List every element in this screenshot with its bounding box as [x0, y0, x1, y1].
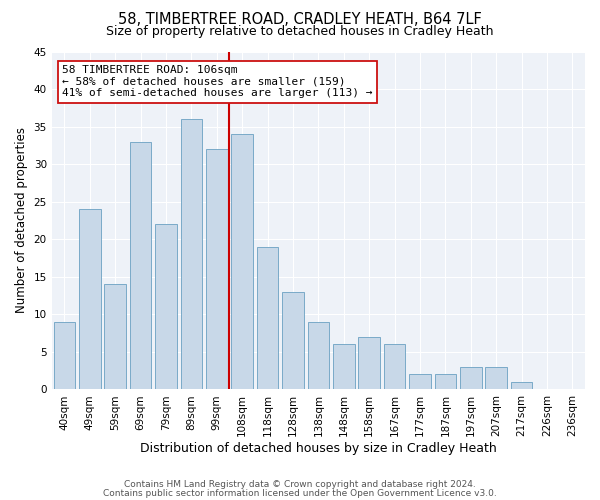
Bar: [232, 134, 253, 390]
Bar: [434, 374, 456, 390]
Bar: [155, 224, 177, 390]
Text: Contains HM Land Registry data © Crown copyright and database right 2024.: Contains HM Land Registry data © Crown c…: [124, 480, 476, 489]
X-axis label: Distribution of detached houses by size in Cradley Heath: Distribution of detached houses by size …: [140, 442, 497, 455]
Bar: [409, 374, 431, 390]
Bar: [53, 322, 75, 390]
Bar: [181, 119, 202, 390]
Bar: [282, 292, 304, 390]
Bar: [358, 337, 380, 390]
Text: Size of property relative to detached houses in Cradley Heath: Size of property relative to detached ho…: [106, 25, 494, 38]
Text: Contains public sector information licensed under the Open Government Licence v3: Contains public sector information licen…: [103, 488, 497, 498]
Bar: [485, 367, 507, 390]
Bar: [308, 322, 329, 390]
Bar: [79, 209, 101, 390]
Bar: [206, 149, 227, 390]
Bar: [511, 382, 532, 390]
Text: 58, TIMBERTREE ROAD, CRADLEY HEATH, B64 7LF: 58, TIMBERTREE ROAD, CRADLEY HEATH, B64 …: [118, 12, 482, 28]
Y-axis label: Number of detached properties: Number of detached properties: [15, 128, 28, 314]
Bar: [333, 344, 355, 390]
Text: 58 TIMBERTREE ROAD: 106sqm
← 58% of detached houses are smaller (159)
41% of sem: 58 TIMBERTREE ROAD: 106sqm ← 58% of deta…: [62, 65, 373, 98]
Bar: [257, 247, 278, 390]
Bar: [460, 367, 482, 390]
Bar: [384, 344, 406, 390]
Bar: [104, 284, 126, 390]
Bar: [130, 142, 151, 390]
